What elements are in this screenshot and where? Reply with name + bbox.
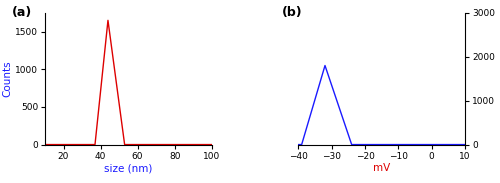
X-axis label: mV: mV	[373, 163, 390, 173]
X-axis label: size (nm): size (nm)	[104, 163, 152, 173]
Y-axis label: Counts: Counts	[499, 60, 500, 97]
Y-axis label: Counts: Counts	[2, 60, 12, 97]
Text: (b): (b)	[282, 6, 302, 19]
Text: (a): (a)	[12, 6, 32, 19]
